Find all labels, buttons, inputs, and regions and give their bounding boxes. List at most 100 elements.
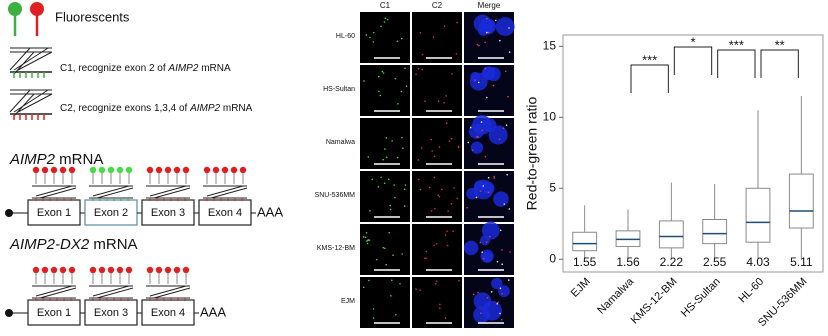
spot <box>486 296 489 299</box>
spot <box>499 312 501 315</box>
spot <box>390 279 393 282</box>
spot <box>502 127 505 129</box>
spot <box>433 207 436 210</box>
x-tick-label: HS-Sultan <box>679 276 723 320</box>
spot <box>431 150 434 152</box>
exon <box>141 299 195 326</box>
probe-text: C2, recognize exons 1,3,4 of <box>60 103 190 114</box>
spot <box>379 94 382 97</box>
spot <box>486 96 488 99</box>
spot <box>369 36 371 39</box>
spot <box>507 95 509 98</box>
transcripts: Exon 1 Exon 2 Exon 3 Exon 4 AAA Exon 1 Exon 3 E… <box>5 166 283 326</box>
significance-label: *** <box>642 52 657 67</box>
transcript-title: AIMP2-DX2 mRNA <box>9 236 138 253</box>
probe-head <box>239 166 247 174</box>
spot <box>415 288 417 290</box>
probe-z <box>32 185 77 199</box>
spot <box>435 280 438 282</box>
box <box>788 173 814 229</box>
plot-area <box>562 34 824 273</box>
significance-bracket <box>760 49 799 78</box>
probe-head <box>125 166 133 174</box>
spot <box>391 140 393 142</box>
spot <box>503 203 506 205</box>
spot <box>397 103 399 105</box>
spot <box>383 21 386 23</box>
spot <box>378 90 380 93</box>
transcript-text: mRNA <box>89 236 137 253</box>
spot <box>450 202 453 205</box>
spot <box>435 282 437 285</box>
spot <box>419 188 422 191</box>
spot <box>401 136 403 139</box>
micrograph <box>360 65 410 116</box>
gene-name: AIMP2-DX2 <box>9 236 90 253</box>
spot <box>381 70 384 73</box>
transcript-title: AIMP2 mRNA <box>9 151 103 168</box>
spot <box>508 208 511 210</box>
spot <box>480 312 482 314</box>
spot <box>390 295 392 297</box>
value-label: 1.56 <box>616 255 640 269</box>
spot <box>494 19 497 22</box>
spot <box>477 136 479 138</box>
spot <box>432 36 435 38</box>
spot <box>499 39 501 42</box>
spot <box>417 68 420 70</box>
spot <box>499 287 502 290</box>
spot <box>446 244 449 247</box>
spot <box>377 75 380 78</box>
spot <box>387 178 390 181</box>
probe-z <box>146 285 191 299</box>
micrograph <box>412 65 462 116</box>
nucleus <box>498 285 510 298</box>
spot <box>425 257 427 260</box>
spot <box>456 21 458 24</box>
spot <box>486 17 488 20</box>
nucleus <box>482 181 495 195</box>
spot <box>380 25 382 28</box>
spot <box>372 31 375 34</box>
spot <box>472 293 475 296</box>
spot <box>404 67 406 70</box>
spot <box>505 124 508 126</box>
spot <box>478 44 480 47</box>
spot <box>401 253 403 255</box>
spot <box>444 234 447 236</box>
spot <box>389 208 392 211</box>
column-header: C2 <box>432 1 443 10</box>
probe-head <box>173 266 181 274</box>
spot <box>417 159 420 161</box>
spot <box>421 68 424 71</box>
spot <box>372 41 375 43</box>
nucleus <box>482 300 502 321</box>
significance-bracket <box>717 49 756 78</box>
nucleus <box>480 249 494 263</box>
y-tick-label: 0 <box>549 251 556 265</box>
probe-head <box>98 166 106 174</box>
legend-title: Fluorescents <box>55 9 130 24</box>
spot <box>365 231 368 234</box>
spot <box>441 188 443 191</box>
spot <box>508 51 511 53</box>
spot <box>452 230 454 233</box>
spot <box>394 196 396 199</box>
spot <box>499 229 502 232</box>
spot <box>484 155 487 158</box>
probe-head <box>164 166 172 174</box>
probe-head <box>164 266 172 274</box>
spot <box>371 178 374 181</box>
spot <box>380 176 382 179</box>
spot <box>403 188 406 191</box>
spot <box>383 182 386 184</box>
significance-bracket <box>673 46 713 75</box>
value-label: 2.55 <box>703 255 727 269</box>
spot <box>363 80 365 82</box>
spot <box>424 100 426 103</box>
spot <box>496 260 499 263</box>
probe-text: C1, recognize exon 2 of <box>60 63 168 74</box>
spot <box>364 236 367 239</box>
spot <box>447 210 449 212</box>
probe-icons <box>9 47 53 120</box>
